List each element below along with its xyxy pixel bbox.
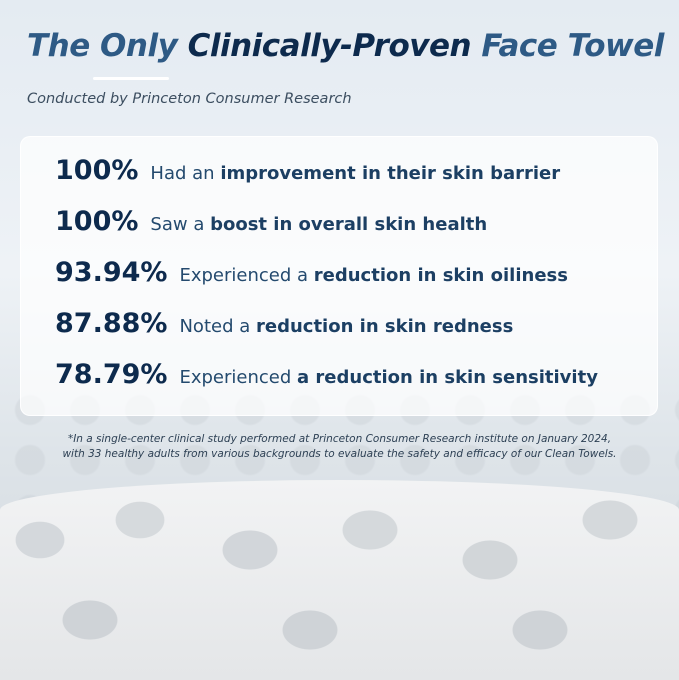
stat-text: Noted a reduction in skin redness (179, 316, 514, 337)
stat-value: 93.94% (55, 257, 168, 288)
stat-value: 78.79% (55, 359, 168, 390)
stat-row: 100% Had an improvement in their skin bar… (55, 155, 560, 186)
stat-text: Experienced a reduction in skin sensitiv… (179, 367, 598, 388)
stat-value: 100% (55, 206, 139, 237)
stat-row: 93.94% Experienced a reduction in skin oi… (55, 257, 568, 288)
stat-text: Saw a boost in overall skin health (150, 214, 488, 235)
towel-image (0, 480, 679, 680)
stat-row: 100% Saw a boost in overall skin health (55, 206, 487, 237)
stat-text: Had an improvement in their skin barrier (150, 163, 561, 184)
stats-card: 100% Had an improvement in their skin bar… (20, 136, 658, 416)
headline: The Only Clinically-Proven Face Towel (27, 28, 664, 64)
stat-text: Experienced a reduction in skin oiliness (179, 265, 568, 286)
title-underline (93, 77, 169, 80)
stat-value: 100% (55, 155, 139, 186)
stat-row: 78.79% Experienced a reduction in skin se… (55, 359, 598, 390)
stat-value: 87.88% (55, 308, 168, 339)
footnote: *In a single-center clinical study perfo… (62, 433, 617, 460)
subtitle: Conducted by Princeton Consumer Research (27, 91, 352, 107)
stat-row: 87.88% Noted a reduction in skin redness (55, 308, 513, 339)
